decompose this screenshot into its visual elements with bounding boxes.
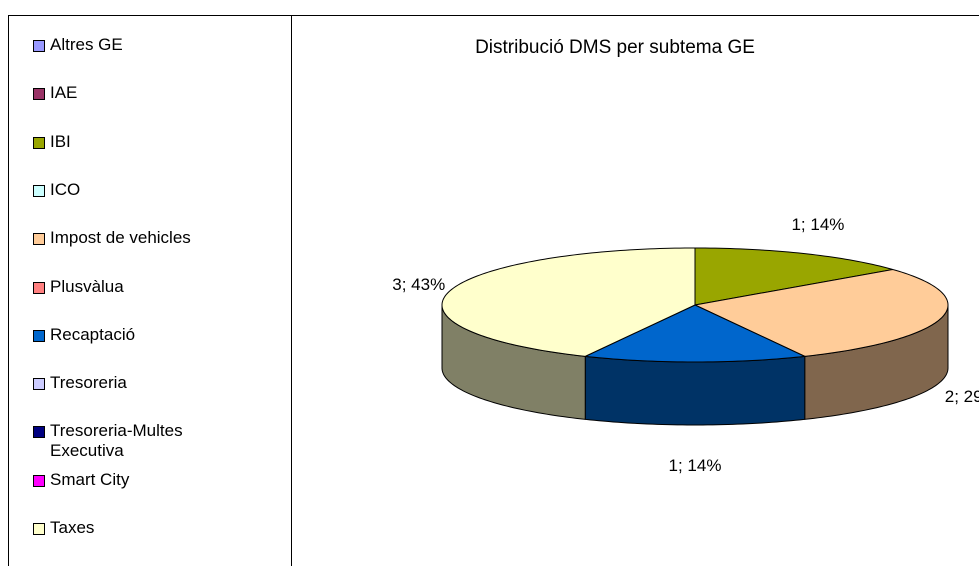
data-label: 2; 29% bbox=[945, 387, 979, 406]
legend-swatch bbox=[33, 378, 45, 391]
data-label: 1; 14% bbox=[791, 215, 844, 234]
legend-label: Tresoreria-Multes Executiva bbox=[50, 421, 183, 461]
legend-item: ICO bbox=[33, 180, 263, 200]
slice-top bbox=[694, 247, 893, 306]
legend-swatch bbox=[33, 88, 45, 101]
legend-item: Taxes bbox=[33, 518, 263, 538]
legend-label: Plusvàlua bbox=[50, 276, 124, 296]
legend-swatch bbox=[33, 40, 45, 52]
legend-item: Tresoreria bbox=[33, 373, 263, 393]
legend-label: Tresoreria bbox=[50, 373, 127, 393]
legend-item: Smart City bbox=[33, 470, 263, 490]
legend-label: Altres GE bbox=[50, 35, 123, 54]
legend-item: Recaptació bbox=[33, 325, 263, 345]
legend-item: Plusvàlua bbox=[33, 277, 263, 297]
slice-top bbox=[693, 268, 949, 357]
legend-label: Impost de vehicles bbox=[50, 228, 191, 248]
legend-swatch bbox=[33, 329, 45, 342]
legend-swatch bbox=[33, 523, 45, 535]
pie-slice bbox=[694, 247, 893, 306]
legend-item: Altres GE bbox=[33, 35, 263, 55]
data-label: 1; 14% bbox=[669, 456, 722, 475]
pie-slice bbox=[583, 304, 807, 426]
pie-slice bbox=[441, 247, 696, 420]
legend-border bbox=[8, 15, 292, 566]
legend-label: Recaptació bbox=[50, 324, 136, 344]
legend-label: IBI bbox=[50, 131, 71, 151]
pie-slice bbox=[693, 268, 949, 420]
legend-swatch bbox=[33, 426, 45, 439]
legend-swatch bbox=[33, 184, 45, 197]
legend-swatch bbox=[33, 474, 45, 487]
legend-swatch bbox=[33, 281, 45, 294]
legend-swatch bbox=[33, 136, 45, 149]
legend-item: Tresoreria-Multes Executiva bbox=[33, 421, 263, 461]
legend-item: Impost de vehicles bbox=[33, 228, 263, 248]
legend-label: Smart City bbox=[50, 469, 130, 489]
data-label: 3; 43% bbox=[392, 275, 445, 294]
legend-item: IBI bbox=[33, 132, 263, 152]
slice-top bbox=[583, 304, 807, 363]
slice-top bbox=[441, 247, 696, 357]
slice-side bbox=[584, 355, 806, 426]
legend-label: Taxes bbox=[50, 518, 95, 537]
legend-item: IAE bbox=[33, 83, 263, 103]
chart-title: Distribució DMS per subtema GE bbox=[475, 37, 755, 58]
legend-swatch bbox=[33, 233, 45, 246]
legend-label: ICO bbox=[50, 179, 81, 199]
legend-label: IAE bbox=[50, 83, 78, 103]
